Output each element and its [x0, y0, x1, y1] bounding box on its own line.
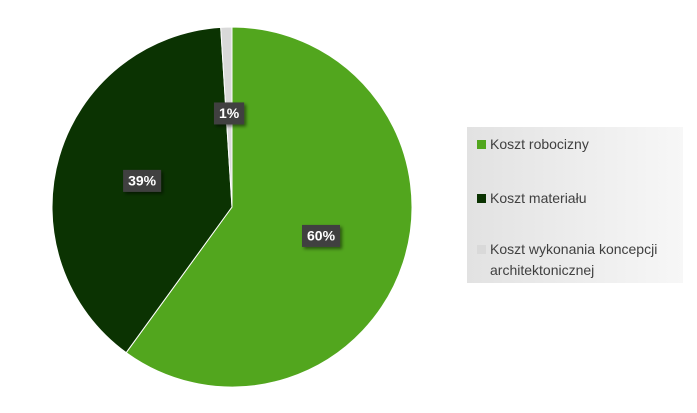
legend-swatch	[477, 140, 486, 149]
data-label: 60%	[307, 228, 336, 244]
legend-label: Koszt robocizny	[490, 136, 589, 152]
data-label-box	[123, 169, 162, 192]
legend-item: Koszt wykonania koncepcji architektonicz…	[477, 239, 675, 281]
legend-item: Koszt robocizny	[477, 134, 675, 155]
legend: Koszt robocizny Koszt materiału Koszt wyko…	[467, 127, 683, 283]
legend-item: Koszt materiału	[477, 188, 675, 209]
legend-swatch	[477, 245, 486, 254]
legend-swatch	[477, 194, 486, 203]
legend-label: Koszt wykonania koncepcji architektonicz…	[490, 241, 658, 278]
pie-slice	[125, 26, 413, 388]
data-label-box	[213, 102, 245, 125]
legend-label: Koszt materiału	[490, 190, 587, 206]
data-label: 1%	[219, 105, 240, 121]
data-label-box	[302, 224, 341, 247]
data-label: 39%	[128, 173, 157, 189]
